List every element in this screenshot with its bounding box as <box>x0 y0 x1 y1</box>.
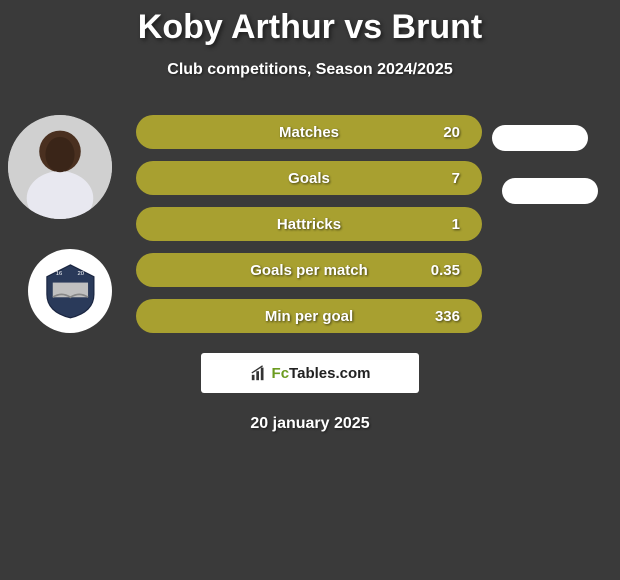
svg-text:20: 20 <box>77 271 84 277</box>
comparison-pill <box>492 125 588 151</box>
stat-value: 1 <box>452 216 460 233</box>
stat-value: 336 <box>435 308 460 325</box>
stat-label: Hattricks <box>277 216 341 233</box>
svg-text:16: 16 <box>55 271 62 277</box>
stat-value: 20 <box>443 124 460 141</box>
stat-bar-goals-per-match: Goals per match 0.35 <box>136 253 482 287</box>
comparison-pill <box>502 178 598 204</box>
fctables-logo[interactable]: FcTables.com <box>201 353 419 393</box>
subtitle: Club competitions, Season 2024/2025 <box>0 61 620 79</box>
logo-text: FcTables.com <box>272 365 371 382</box>
stat-label: Goals <box>288 170 330 187</box>
stats-bars: Matches 20 Goals 7 Hattricks 1 Goals per… <box>136 115 482 333</box>
stat-label: Min per goal <box>265 308 353 325</box>
stat-bar-min-per-goal: Min per goal 336 <box>136 299 482 333</box>
stat-value: 0.35 <box>431 262 460 279</box>
club-logo: 16 20 <box>28 249 112 333</box>
stat-value: 7 <box>452 170 460 187</box>
stat-bar-matches: Matches 20 <box>136 115 482 149</box>
date-text: 20 january 2025 <box>0 415 620 433</box>
player-photo <box>8 115 112 219</box>
stat-bar-hattricks: Hattricks 1 <box>136 207 482 241</box>
stat-label: Goals per match <box>250 262 368 279</box>
logo-fc: Fc <box>272 365 290 382</box>
stat-label: Matches <box>279 124 339 141</box>
chart-icon <box>250 364 268 382</box>
logo-rest: Tables.com <box>289 365 370 382</box>
page-title: Koby Arthur vs Brunt <box>0 0 620 47</box>
stat-bar-goals: Goals 7 <box>136 161 482 195</box>
